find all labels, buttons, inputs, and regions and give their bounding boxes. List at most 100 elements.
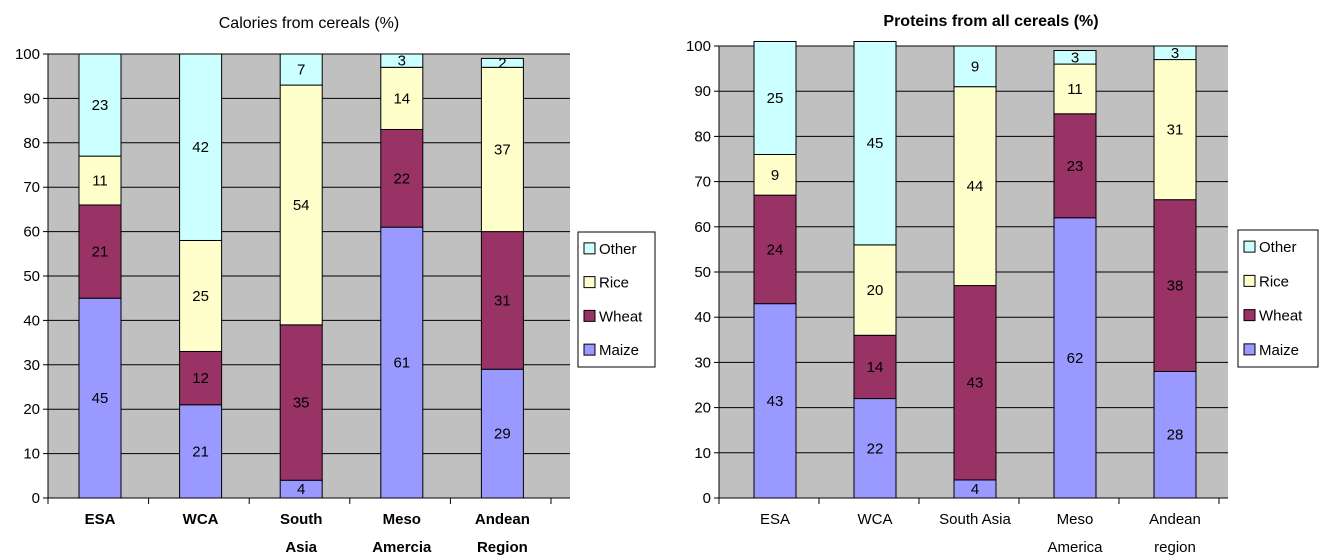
bar-segment-wheat	[78, 204, 122, 299]
data-label: 45	[92, 390, 109, 407]
y-tick-label: 40	[23, 312, 40, 329]
proteins-chart: Proteins from all cereals (%) 0 10 20 30 40 50…	[686, 13, 1319, 556]
data-label: 3	[398, 53, 406, 70]
chart-title: Proteins from all cereals (%)	[883, 13, 1098, 30]
bar-segment-wheat	[953, 285, 997, 481]
data-label: 31	[1167, 122, 1184, 139]
bar-segment-rice	[953, 86, 997, 287]
x-tick-label: Meso	[383, 511, 421, 528]
bar-segment-other	[279, 53, 323, 86]
x-tick-label: South Asia	[939, 511, 1011, 528]
bar-segment-maize	[380, 226, 424, 499]
bar-segment-rice	[380, 66, 424, 130]
y-tick-label: 30	[694, 354, 711, 371]
bar-segment-other	[480, 57, 524, 68]
data-label: 3	[1071, 49, 1079, 66]
bar-segment-wheat	[1053, 113, 1097, 219]
data-label: 14	[393, 90, 410, 107]
y-tick-label: 40	[694, 309, 711, 326]
data-label: 23	[1067, 158, 1084, 175]
legend-swatch-rice	[1243, 274, 1256, 287]
data-label: 23	[92, 97, 109, 114]
legend-label: Maize	[1259, 342, 1299, 359]
data-label: 38	[1167, 278, 1184, 295]
data-label: 43	[767, 393, 784, 410]
y-tick-label: 100	[686, 38, 711, 55]
y-tick-label: 90	[694, 83, 711, 100]
x-tick-label: region	[1154, 539, 1196, 556]
data-label: 31	[494, 292, 511, 309]
bar-segment-maize	[179, 404, 223, 499]
bar-segment-rice	[853, 244, 897, 336]
bar-segment-rice	[1153, 59, 1197, 201]
legend-label: Other	[599, 241, 637, 258]
data-label: 22	[393, 170, 410, 187]
bar-segment-rice	[753, 153, 797, 196]
data-label: 12	[192, 370, 209, 387]
data-label: 61	[393, 355, 410, 372]
y-tick-label: 100	[15, 46, 40, 63]
x-tick-label: WCA	[858, 511, 893, 528]
data-label: 29	[494, 426, 511, 443]
x-tick-label: ESA	[85, 511, 116, 528]
bar-segment-other	[380, 53, 424, 68]
legend-swatch-wheat	[1243, 309, 1256, 322]
bar-segment-other	[179, 53, 223, 241]
bar-segment-maize	[1153, 370, 1197, 499]
bar-segment-rice	[1053, 63, 1097, 115]
y-tick-label: 70	[23, 179, 40, 196]
y-tick-label: 10	[23, 446, 40, 463]
x-tick-label: Andean	[475, 511, 530, 528]
data-label: 11	[1067, 81, 1083, 98]
legend-swatch-maize	[1243, 343, 1256, 356]
data-label: 43	[967, 375, 984, 392]
data-label: 9	[971, 58, 979, 75]
y-tick-label: 60	[23, 224, 40, 241]
y-tick-label: 20	[23, 401, 40, 418]
bar-segment-wheat	[480, 231, 524, 370]
bar-segment-rice	[279, 84, 323, 326]
legend-swatch-other	[583, 242, 596, 255]
x-tick-label: South	[280, 511, 323, 528]
bar-segment-other	[1153, 45, 1197, 61]
data-label: 4	[297, 481, 305, 498]
legend-swatch-wheat	[583, 309, 596, 322]
data-label: 2	[498, 55, 506, 72]
data-label: 24	[767, 241, 784, 258]
x-tick-label: Meso	[1057, 511, 1094, 528]
bar-segment-other	[853, 40, 897, 246]
x-tick-label: WCA	[183, 511, 219, 528]
bar-segment-wheat	[380, 128, 424, 228]
legend-label: Wheat	[599, 308, 643, 325]
data-label: 35	[293, 395, 310, 412]
data-label: 25	[192, 288, 209, 305]
x-tick-label: Asia	[285, 539, 317, 556]
legend-label: Other	[1259, 239, 1297, 256]
data-label: 20	[867, 282, 884, 299]
y-tick-label: 50	[694, 264, 711, 281]
data-label: 22	[867, 440, 884, 457]
x-tick-label: America	[1047, 539, 1103, 556]
bar-segment-maize	[78, 297, 122, 499]
data-label: 42	[192, 139, 209, 156]
bar-segment-rice	[179, 239, 223, 352]
data-label: 28	[1167, 427, 1184, 444]
bar-segment-other	[753, 40, 797, 155]
legend-swatch-other	[1243, 240, 1256, 253]
bar-segment-maize	[1053, 217, 1097, 499]
data-label: 54	[293, 197, 310, 214]
y-tick-label: 10	[694, 445, 711, 462]
x-tick-label: ESA	[760, 511, 790, 528]
y-tick-label: 30	[23, 357, 40, 374]
y-tick-label: 80	[694, 128, 711, 145]
y-tick-label: 70	[694, 174, 711, 191]
y-tick-label: 0	[32, 490, 40, 507]
y-tick-label: 0	[703, 490, 711, 507]
bar-segment-other	[78, 53, 122, 157]
x-tick-label: Andean	[1149, 511, 1201, 528]
legend-label: Maize	[599, 342, 639, 359]
legend-label: Rice	[1259, 273, 1289, 290]
y-tick-label: 80	[23, 135, 40, 152]
legend-label: Rice	[599, 275, 629, 292]
legend-swatch-rice	[583, 276, 596, 289]
